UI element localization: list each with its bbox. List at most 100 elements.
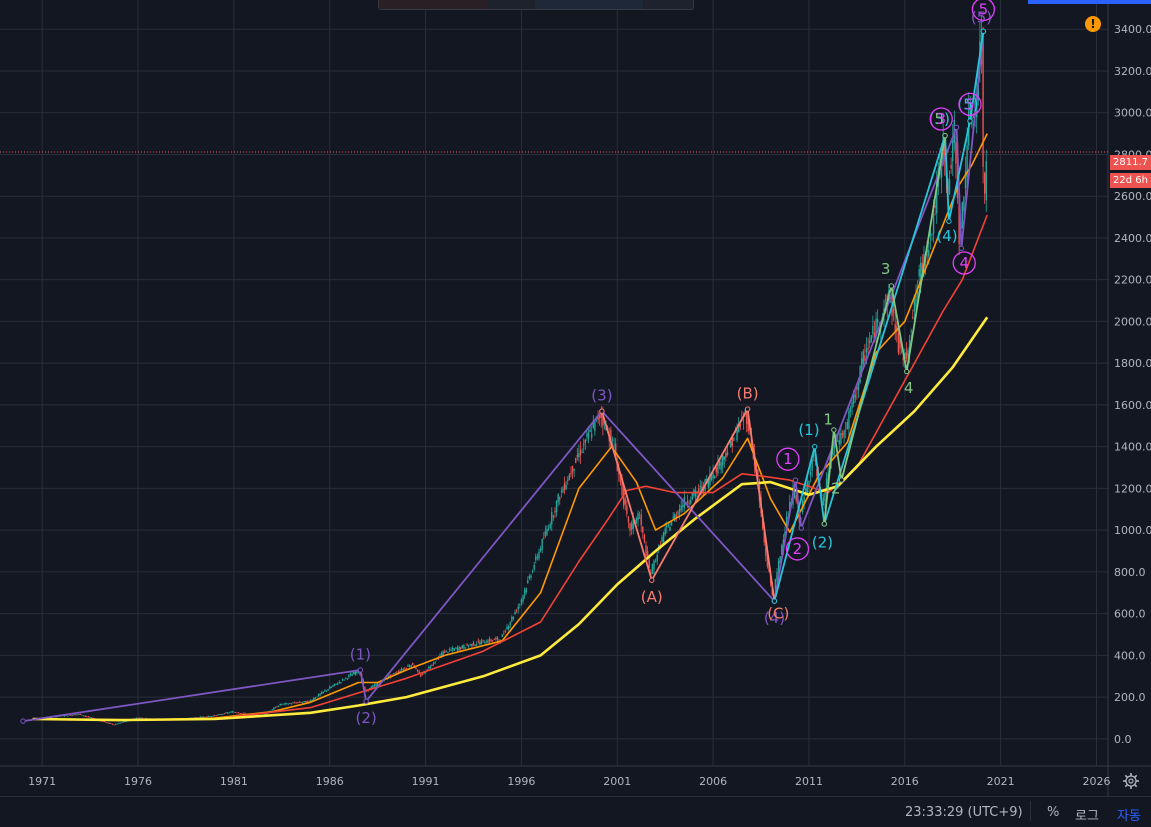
- exclamation-icon[interactable]: !: [1085, 16, 1101, 32]
- candle-body: [610, 429, 612, 446]
- candle-body: [570, 472, 572, 475]
- wave-line: [22, 31, 985, 722]
- candle-body: [624, 498, 626, 505]
- candle-body: [285, 703, 288, 704]
- circled-wave-marker: [776, 447, 800, 471]
- candle-body: [563, 482, 566, 491]
- log-scale-button[interactable]: 로그: [1075, 809, 1099, 824]
- percent-scale-button[interactable]: %: [1047, 805, 1060, 820]
- candle-body: [440, 653, 443, 656]
- candle-body: [969, 104, 971, 111]
- candle-body: [375, 683, 377, 687]
- candle-body: [846, 421, 848, 430]
- wave-label: 1: [823, 411, 833, 429]
- candle-body: [215, 715, 217, 717]
- candle-body: [765, 541, 767, 557]
- candle-body: [535, 556, 537, 561]
- candle-body: [295, 702, 297, 704]
- candle-body: [948, 179, 951, 194]
- candle-body: [731, 436, 733, 447]
- wave-label: (2): [812, 534, 833, 552]
- candle-body: [528, 576, 531, 579]
- candle-body: [463, 645, 465, 649]
- candle-body: [843, 430, 845, 438]
- candle-body: [121, 722, 123, 723]
- candle-body: [519, 604, 521, 605]
- candle-body: [119, 722, 122, 724]
- candle-body: [466, 644, 468, 646]
- publish-button-edge[interactable]: [1028, 0, 1151, 4]
- candle-body: [872, 325, 874, 334]
- moving-average-yellow-line: [32, 316, 989, 722]
- bar-countdown-label: 22d 6h: [1110, 173, 1151, 188]
- candle-body: [442, 651, 444, 656]
- candle-body: [282, 703, 285, 705]
- candle-body: [598, 413, 601, 419]
- current-price-label: 2811.7: [1110, 155, 1151, 170]
- candle-body: [554, 511, 556, 513]
- candle-body: [332, 685, 334, 687]
- candle-body: [541, 539, 543, 550]
- candle-body: [114, 723, 117, 725]
- candle-body: [777, 560, 780, 573]
- candle-body: [407, 665, 409, 667]
- y-tick-label: 2000.0: [1114, 315, 1151, 328]
- candle-body: [76, 714, 79, 716]
- candle-body: [575, 458, 577, 463]
- sell-price-segment[interactable]: [379, 0, 487, 9]
- candle-body: [346, 678, 348, 680]
- candle-body: [450, 649, 452, 651]
- candle-body: [298, 701, 301, 703]
- candle-body: [929, 230, 932, 236]
- candle-body: [327, 689, 329, 691]
- candle-body: [795, 496, 797, 501]
- price-chart[interactable]: 0.0 200.0 400.0 600.0 800.0 1000.0 1200.0 1400.…: [0, 0, 1151, 796]
- candle-body: [635, 517, 638, 524]
- candle-body: [814, 459, 817, 462]
- candle-body: [690, 500, 692, 504]
- candle-body: [67, 715, 69, 717]
- circled-wave-marker: [971, 0, 996, 22]
- wave-point: [363, 698, 369, 704]
- gear-icon[interactable]: [1122, 772, 1140, 790]
- candle-body: [579, 449, 582, 456]
- candle-body: [650, 572, 652, 574]
- candle-body: [576, 454, 579, 458]
- candle-body: [108, 722, 110, 724]
- candle-body: [811, 459, 813, 471]
- candle-body: [726, 451, 729, 456]
- wave-point: [792, 477, 799, 483]
- candle-body: [781, 544, 783, 555]
- buy-price-segment[interactable]: [535, 0, 643, 9]
- circled-wave-label: 1: [783, 450, 793, 468]
- candle-body: [709, 474, 711, 486]
- x-tick-label: 1996: [507, 775, 535, 788]
- candle-body: [840, 433, 842, 444]
- candle-body: [223, 713, 225, 715]
- candles: [22, 15, 987, 726]
- candle-body: [218, 714, 221, 715]
- candle-body: [662, 532, 665, 542]
- candle-body: [501, 634, 503, 638]
- symbol-info-box[interactable]: [378, 0, 694, 10]
- candle-body: [71, 714, 74, 716]
- candle-body: [344, 677, 347, 679]
- candle-body: [654, 561, 657, 562]
- candle-body: [319, 693, 321, 696]
- candle-body: [431, 665, 433, 666]
- candle-body: [717, 463, 719, 474]
- candle-body: [396, 672, 398, 674]
- candle-body: [495, 638, 497, 640]
- candle-body: [455, 647, 457, 649]
- y-tick-label: 3200.0: [1114, 65, 1151, 78]
- candle-body: [522, 595, 524, 602]
- candle-body: [111, 723, 114, 725]
- wave-label: (A): [641, 588, 663, 606]
- auto-scale-button[interactable]: 자동: [1117, 809, 1141, 824]
- candle-body: [448, 649, 451, 650]
- y-tick-label: 3000.0: [1114, 107, 1151, 120]
- candle-body: [905, 352, 908, 359]
- candle-body: [611, 439, 614, 441]
- candle-body: [284, 703, 286, 705]
- wave-point: [953, 124, 960, 131]
